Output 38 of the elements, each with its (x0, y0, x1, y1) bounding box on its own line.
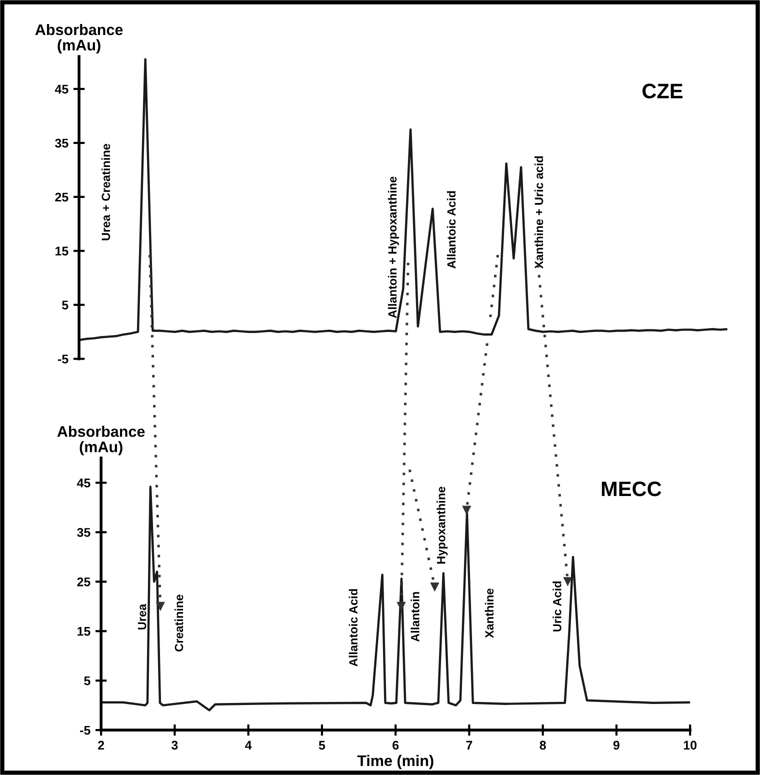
annotation: Urea (138, 604, 146, 630)
y-tick-label: 5 (62, 300, 68, 310)
annotation: Xanthine (484, 588, 494, 638)
x-tick-label: 5 (318, 740, 326, 750)
y-tick-label: 15 (56, 246, 68, 256)
x-tick-label: 7 (466, 740, 472, 750)
y-tick-label: 25 (55, 192, 68, 202)
y-axis-title: Absorbance (mAu) (35, 24, 123, 54)
annotation: Hypoxanthine (436, 486, 448, 564)
y-tick-label: 45 (54, 84, 68, 94)
annotation: Allantoic Acid (446, 191, 456, 268)
annotation: Allantoin + Hypoxanthine (388, 176, 399, 318)
x-tick-label: 3 (172, 740, 178, 750)
annotation: Uric Acid (552, 582, 562, 632)
x-tick-label: 8 (540, 740, 546, 750)
y-tick-label: 45 (76, 478, 90, 488)
x-tick-label: 6 (392, 740, 399, 750)
x-tick-label: 2 (98, 740, 104, 750)
y-tick-label: 15 (78, 627, 90, 636)
y-tick-label: 25 (77, 577, 90, 586)
annotation: Allantoic Acid (348, 589, 358, 666)
y-tick-label: -5 (80, 726, 90, 735)
x-tick-label: 9 (613, 740, 620, 750)
y-tick-label: 35 (55, 138, 68, 148)
y-tick-label: 35 (77, 528, 90, 537)
line-series (79, 58, 728, 342)
annotation: Allantoin (410, 592, 420, 642)
y-axis-title: Absorbance (mAu) (57, 426, 145, 456)
annotation: Xanthine + Uric acid (534, 156, 544, 269)
text: MECC (602, 482, 662, 496)
x-axis-title: Time (min) (357, 754, 434, 770)
x-tick-label: 10 (684, 740, 697, 750)
annotation: Urea + Creatinine (101, 144, 110, 240)
text: CZE (642, 84, 683, 98)
y-tick-label: -5 (58, 354, 68, 364)
x-tick-label: 4 (245, 740, 252, 750)
y-tick-label: 5 (84, 676, 90, 686)
annotation: Creatinine (174, 594, 184, 652)
